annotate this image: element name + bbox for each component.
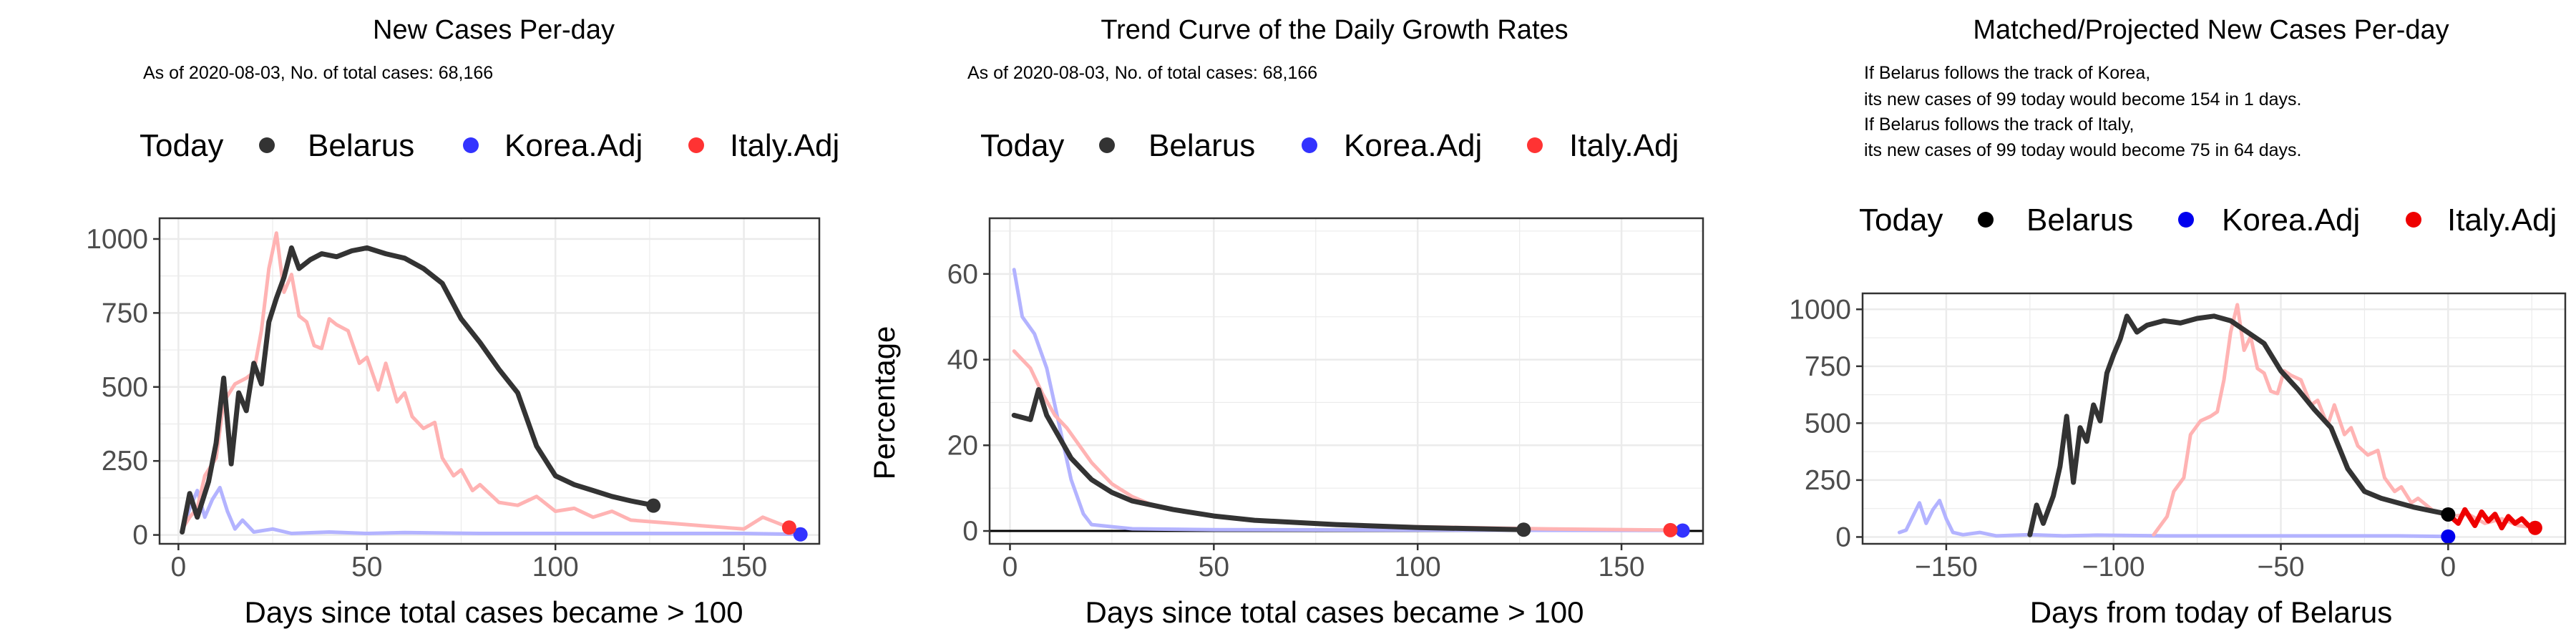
y-tick-label: 500 — [1805, 408, 1851, 439]
x-tick-label: 100 — [532, 552, 579, 582]
series-line-italy-adj — [2152, 303, 2537, 537]
gridlines — [1862, 293, 2565, 544]
legend-italy-label: Italy.Adj — [730, 128, 839, 163]
axis-ticks: −150 −100 −50 0 0 250 500 750 1000 — [1789, 294, 2456, 582]
legend-italy-dot — [1527, 137, 1543, 153]
panel-3-annotation-line-1: If Belarus follows the track of Korea, — [1864, 63, 2150, 83]
panel-1: New Cases Per-day As of 2020-08-03, No. … — [140, 15, 839, 629]
y-tick-label: 40 — [947, 345, 978, 376]
panel-border — [158, 217, 821, 545]
panel-2-xlabel: Days since total cases became > 100 — [1085, 595, 1584, 629]
x-tick-label: −150 — [1915, 552, 1978, 582]
series-line-belarus — [180, 245, 656, 535]
y-tick-label: 0 — [1835, 522, 1851, 552]
legend-belarus-dot — [259, 137, 275, 153]
panel-2-subtitle: As of 2020-08-03, No. of total cases: 68… — [967, 63, 1317, 83]
x-tick-label: −50 — [2257, 552, 2304, 582]
panel-1-legend: Today Belarus Korea.Adj Italy.Adj — [140, 128, 839, 163]
legend-korea-label: Korea.Adj — [504, 128, 643, 163]
y-tick-label: 750 — [102, 298, 148, 328]
legend-italy-dot — [2406, 212, 2421, 228]
legend-today-dot — [1978, 212, 1994, 228]
today-point-today — [2441, 507, 2456, 522]
today-point-italy-adj — [1663, 522, 1678, 537]
panel-2-ylabel: Percentage — [867, 326, 901, 480]
x-tick-label: 50 — [1199, 552, 1229, 582]
x-tick-label: 150 — [721, 552, 767, 582]
y-tick-label: 1000 — [86, 224, 148, 255]
series-line-projection-italy-adj — [2445, 507, 2538, 531]
legend-italy-label: Italy.Adj — [1569, 128, 1679, 163]
panel-1-subtitle: As of 2020-08-03, No. of total cases: 68… — [143, 63, 493, 83]
panel-border — [1861, 292, 2567, 545]
series-line-italy-adj — [1012, 349, 1672, 532]
x-tick-label: 100 — [1395, 552, 1441, 582]
y-tick-label: 0 — [132, 520, 148, 551]
today-point-italy-adj — [2527, 520, 2542, 535]
panel-3-annotation-line-4: its new cases of 99 today would become 7… — [1864, 140, 2301, 160]
legend-today-label: Today — [140, 128, 223, 163]
panel-1-title: New Cases Per-day — [373, 15, 615, 45]
today-point-italy-adj — [781, 520, 796, 535]
plots-layer: 0 50 100 150 0 250 500 750 1000 0 50 100 150 0 20 40 60 −… — [86, 217, 2567, 582]
y-tick-label: 750 — [1805, 351, 1851, 382]
panel-border — [988, 217, 1704, 545]
panel-3-legend: Today Belarus Korea.Adj Italy.Adj — [1859, 203, 2557, 238]
y-tick-label: 0 — [962, 516, 978, 547]
series-line-korea-adj — [1897, 499, 2450, 539]
legend-italy-label: Italy.Adj — [2447, 203, 2557, 238]
gridlines — [990, 218, 1703, 544]
y-tick-label: 1000 — [1789, 294, 1851, 325]
x-tick-label: 0 — [170, 552, 186, 582]
panel-3: Matched/Projected New Cases Per-day If B… — [1859, 15, 2557, 629]
y-tick-label: 250 — [1805, 465, 1851, 496]
panel-3-annotation-line-3: If Belarus follows the track of Italy, — [1864, 114, 2134, 135]
legend-belarus-dot — [1099, 137, 1115, 153]
legend-korea-dot — [2178, 212, 2194, 228]
y-tick-label: 60 — [947, 259, 978, 290]
legend-korea-dot — [463, 137, 479, 153]
series-line-korea-adj — [180, 485, 803, 537]
panel-3-annotation-line-2: its new cases of 99 today would become 1… — [1864, 89, 2301, 109]
x-tick-label: 0 — [2440, 552, 2456, 582]
today-point-belarus — [646, 498, 661, 513]
legend-italy-dot — [688, 137, 704, 153]
legend-korea-label: Korea.Adj — [1344, 128, 1482, 163]
y-tick-label: 20 — [947, 430, 978, 461]
series-line-italy-adj — [180, 231, 791, 531]
legend-belarus-label: Belarus — [1148, 128, 1255, 163]
x-tick-label: 150 — [1599, 552, 1645, 582]
today-point-korea-adj — [793, 527, 808, 542]
x-tick-label: 50 — [351, 552, 382, 582]
panel-3-plot: −150 −100 −50 0 0 250 500 750 1000 — [1789, 292, 2567, 582]
panel-1-plot: 0 50 100 150 0 250 500 750 1000 — [86, 217, 821, 582]
panel-1-xlabel: Days since total cases became > 100 — [245, 595, 743, 629]
today-point-belarus — [1516, 522, 1531, 537]
panel-2-title: Trend Curve of the Daily Growth Rates — [1101, 15, 1568, 45]
axis-ticks: 0 50 100 150 0 250 500 750 1000 — [86, 224, 767, 582]
y-tick-label: 500 — [102, 372, 148, 403]
legend-korea-label: Korea.Adj — [2222, 203, 2360, 238]
legend-today-label: Today — [980, 128, 1064, 163]
axis-ticks: 0 50 100 150 0 20 40 60 — [947, 259, 1645, 582]
today-point-korea-adj — [2441, 529, 2456, 544]
x-tick-label: 0 — [1002, 552, 1018, 582]
legend-today-label: Today — [1859, 203, 1943, 238]
panel-3-title: Matched/Projected New Cases Per-day — [1973, 15, 2449, 45]
x-tick-label: −100 — [2082, 552, 2145, 582]
legend-belarus-label: Belarus — [2026, 203, 2133, 238]
series-line-belarus — [2027, 313, 2451, 537]
legend-belarus-label: Belarus — [308, 128, 414, 163]
panel-3-xlabel: Days from today of Belarus — [2030, 595, 2393, 629]
series-line-belarus — [1011, 387, 1526, 532]
panel-2-plot: 0 50 100 150 0 20 40 60 — [947, 217, 1704, 582]
y-tick-label: 250 — [102, 446, 148, 477]
panel-2: Trend Curve of the Daily Growth Rates As… — [867, 15, 1679, 629]
panel-2-legend: Today Belarus Korea.Adj Italy.Adj — [980, 128, 1679, 163]
series-line-korea-adj — [1012, 268, 1684, 532]
legend-korea-dot — [1302, 137, 1317, 153]
today-point-korea-adj — [1675, 523, 1690, 538]
